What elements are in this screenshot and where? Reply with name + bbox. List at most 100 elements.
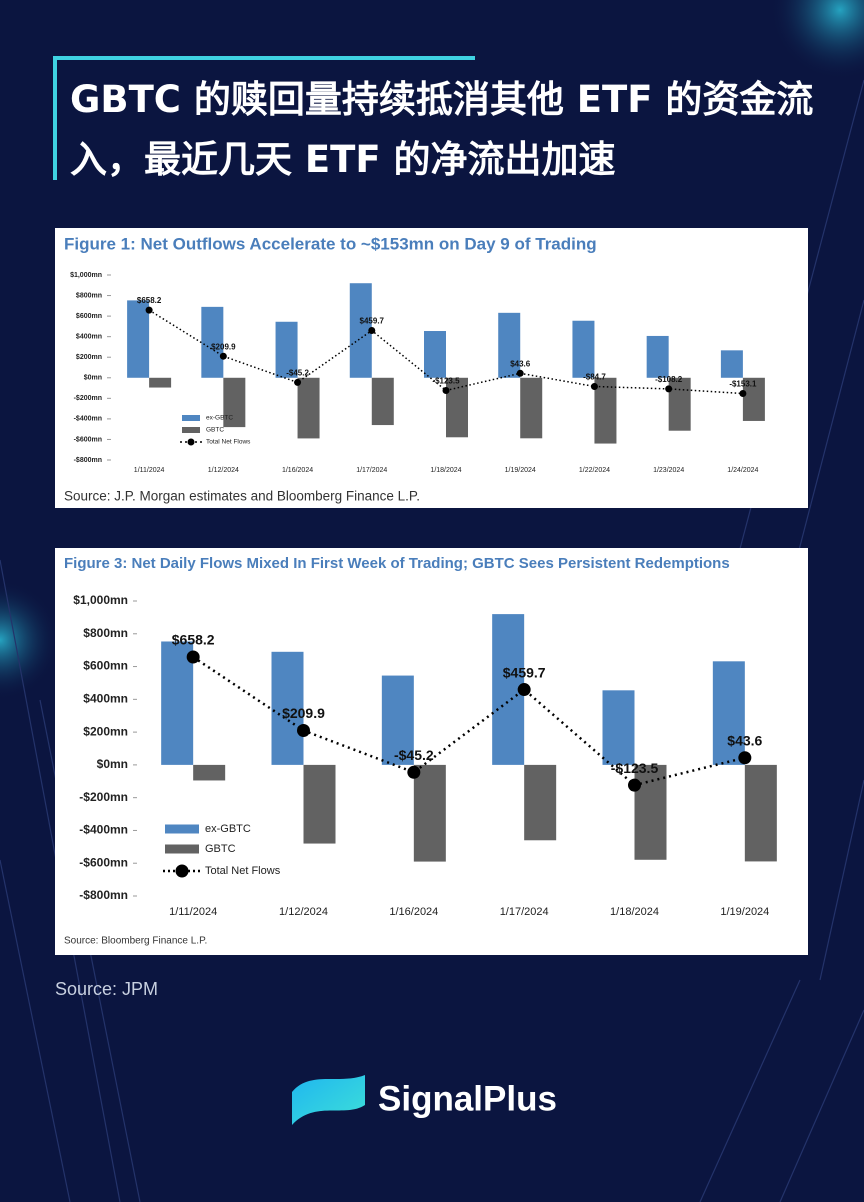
bar (161, 641, 194, 765)
bar (668, 377, 691, 431)
bar (297, 377, 320, 439)
net-flow-point (516, 369, 524, 377)
x-tick-label: 1/19/2024 (720, 906, 769, 918)
y-tick-label: -$800mn (74, 457, 102, 464)
logo-icon (292, 1075, 365, 1125)
bar (594, 377, 617, 444)
legend-label: Total Net Flows (206, 439, 251, 446)
bar (742, 377, 765, 421)
bar (223, 377, 246, 428)
bar (744, 764, 777, 862)
net-flow-point (407, 765, 421, 779)
y-tick-label: $600mn (76, 313, 102, 320)
title-bracket (53, 56, 475, 180)
chart-source: Source: J.P. Morgan estimates and Bloomb… (64, 489, 420, 504)
y-tick-label: $200mn (76, 354, 102, 361)
y-tick-label: -$200mn (79, 790, 128, 804)
chart-title: Figure 3: Net Daily Flows Mixed In First… (64, 555, 730, 572)
bar (424, 331, 446, 378)
bar (303, 764, 336, 844)
legend-label: ex-GBTC (205, 823, 251, 835)
net-flow-point (219, 352, 227, 360)
chart-title: Figure 1: Net Outflows Accelerate to ~$1… (64, 234, 597, 253)
glow (770, 0, 864, 80)
bar (193, 764, 226, 781)
net-flow-point (738, 751, 752, 765)
net-flow-point (665, 385, 673, 393)
net-flow-point (628, 778, 641, 792)
x-tick-label: 1/17/2024 (500, 906, 549, 918)
bar (371, 377, 394, 426)
bar (271, 651, 304, 765)
net-flow-point (442, 386, 450, 394)
y-tick-label: -$800mn (79, 888, 128, 902)
bar (127, 300, 150, 378)
bar (712, 661, 745, 765)
bar (275, 321, 298, 378)
net-flow-point (517, 683, 531, 697)
legend-swatch (182, 427, 200, 433)
x-tick-label: 1/12/2024 (208, 467, 239, 474)
net-flow-point (590, 382, 598, 390)
x-tick-label: 1/18/2024 (610, 906, 659, 918)
bar (349, 283, 372, 378)
bar (498, 312, 521, 378)
y-tick-label: $0mn (84, 375, 102, 382)
bar (201, 306, 224, 378)
brand: SignalPlus (378, 1079, 557, 1118)
y-tick-label: $400mn (76, 334, 102, 341)
net-flow-point (739, 390, 747, 398)
bar (520, 377, 543, 439)
bar (720, 350, 743, 378)
data-label: -$84.7 (583, 373, 606, 382)
y-tick-label: $1,000mn (73, 593, 128, 607)
x-tick-label: 1/23/2024 (653, 467, 684, 474)
data-label: $209.9 (211, 342, 236, 351)
y-tick-label: -$400mn (74, 416, 102, 423)
data-label: $459.7 (503, 664, 546, 680)
data-label: -$123.5 (611, 760, 659, 776)
data-label: -$45.2 (286, 369, 309, 378)
x-tick-label: 1/16/2024 (389, 906, 438, 918)
y-tick-label: $1,000mn (70, 272, 102, 279)
data-label: $43.6 (510, 359, 531, 368)
chart-source: Source: Bloomberg Finance L.P. (64, 936, 207, 947)
x-tick-label: 1/22/2024 (579, 467, 610, 474)
y-tick-label: -$600mn (74, 436, 102, 443)
x-tick-label: 1/17/2024 (356, 467, 387, 474)
page-source: Source: JPM (55, 979, 158, 999)
net-flow-point (186, 650, 200, 664)
data-label: -$45.2 (394, 747, 434, 763)
legend-label: ex-GBTC (206, 415, 233, 422)
bar (446, 377, 468, 438)
data-label: -$123.5 (432, 377, 460, 386)
y-tick-label: -$400mn (79, 823, 128, 837)
x-tick-label: 1/19/2024 (505, 467, 536, 474)
legend-label: GBTC (206, 427, 224, 434)
bar (381, 675, 414, 765)
bar (149, 377, 172, 388)
net-flow-point (294, 378, 302, 386)
data-label: -$108.2 (655, 375, 683, 384)
y-tick-label: -$600mn (79, 855, 128, 869)
y-tick-label: $600mn (83, 659, 128, 673)
glow (0, 580, 60, 700)
x-tick-label: 1/18/2024 (430, 467, 461, 474)
data-label: $658.2 (137, 296, 162, 305)
legend-swatch (175, 864, 189, 878)
net-flow-point (368, 327, 376, 335)
data-label: $209.9 (282, 705, 325, 721)
data-label: $459.7 (360, 317, 385, 326)
legend-label: GBTC (205, 843, 236, 855)
y-tick-label: -$200mn (74, 395, 102, 402)
bar (572, 320, 595, 378)
net-flow-point (297, 723, 310, 737)
y-tick-label: $400mn (83, 692, 128, 706)
data-label: $43.6 (727, 732, 762, 748)
y-tick-label: $200mn (83, 724, 128, 738)
y-tick-label: $800mn (76, 292, 102, 299)
legend-swatch (165, 824, 199, 834)
legend-swatch (187, 438, 195, 446)
